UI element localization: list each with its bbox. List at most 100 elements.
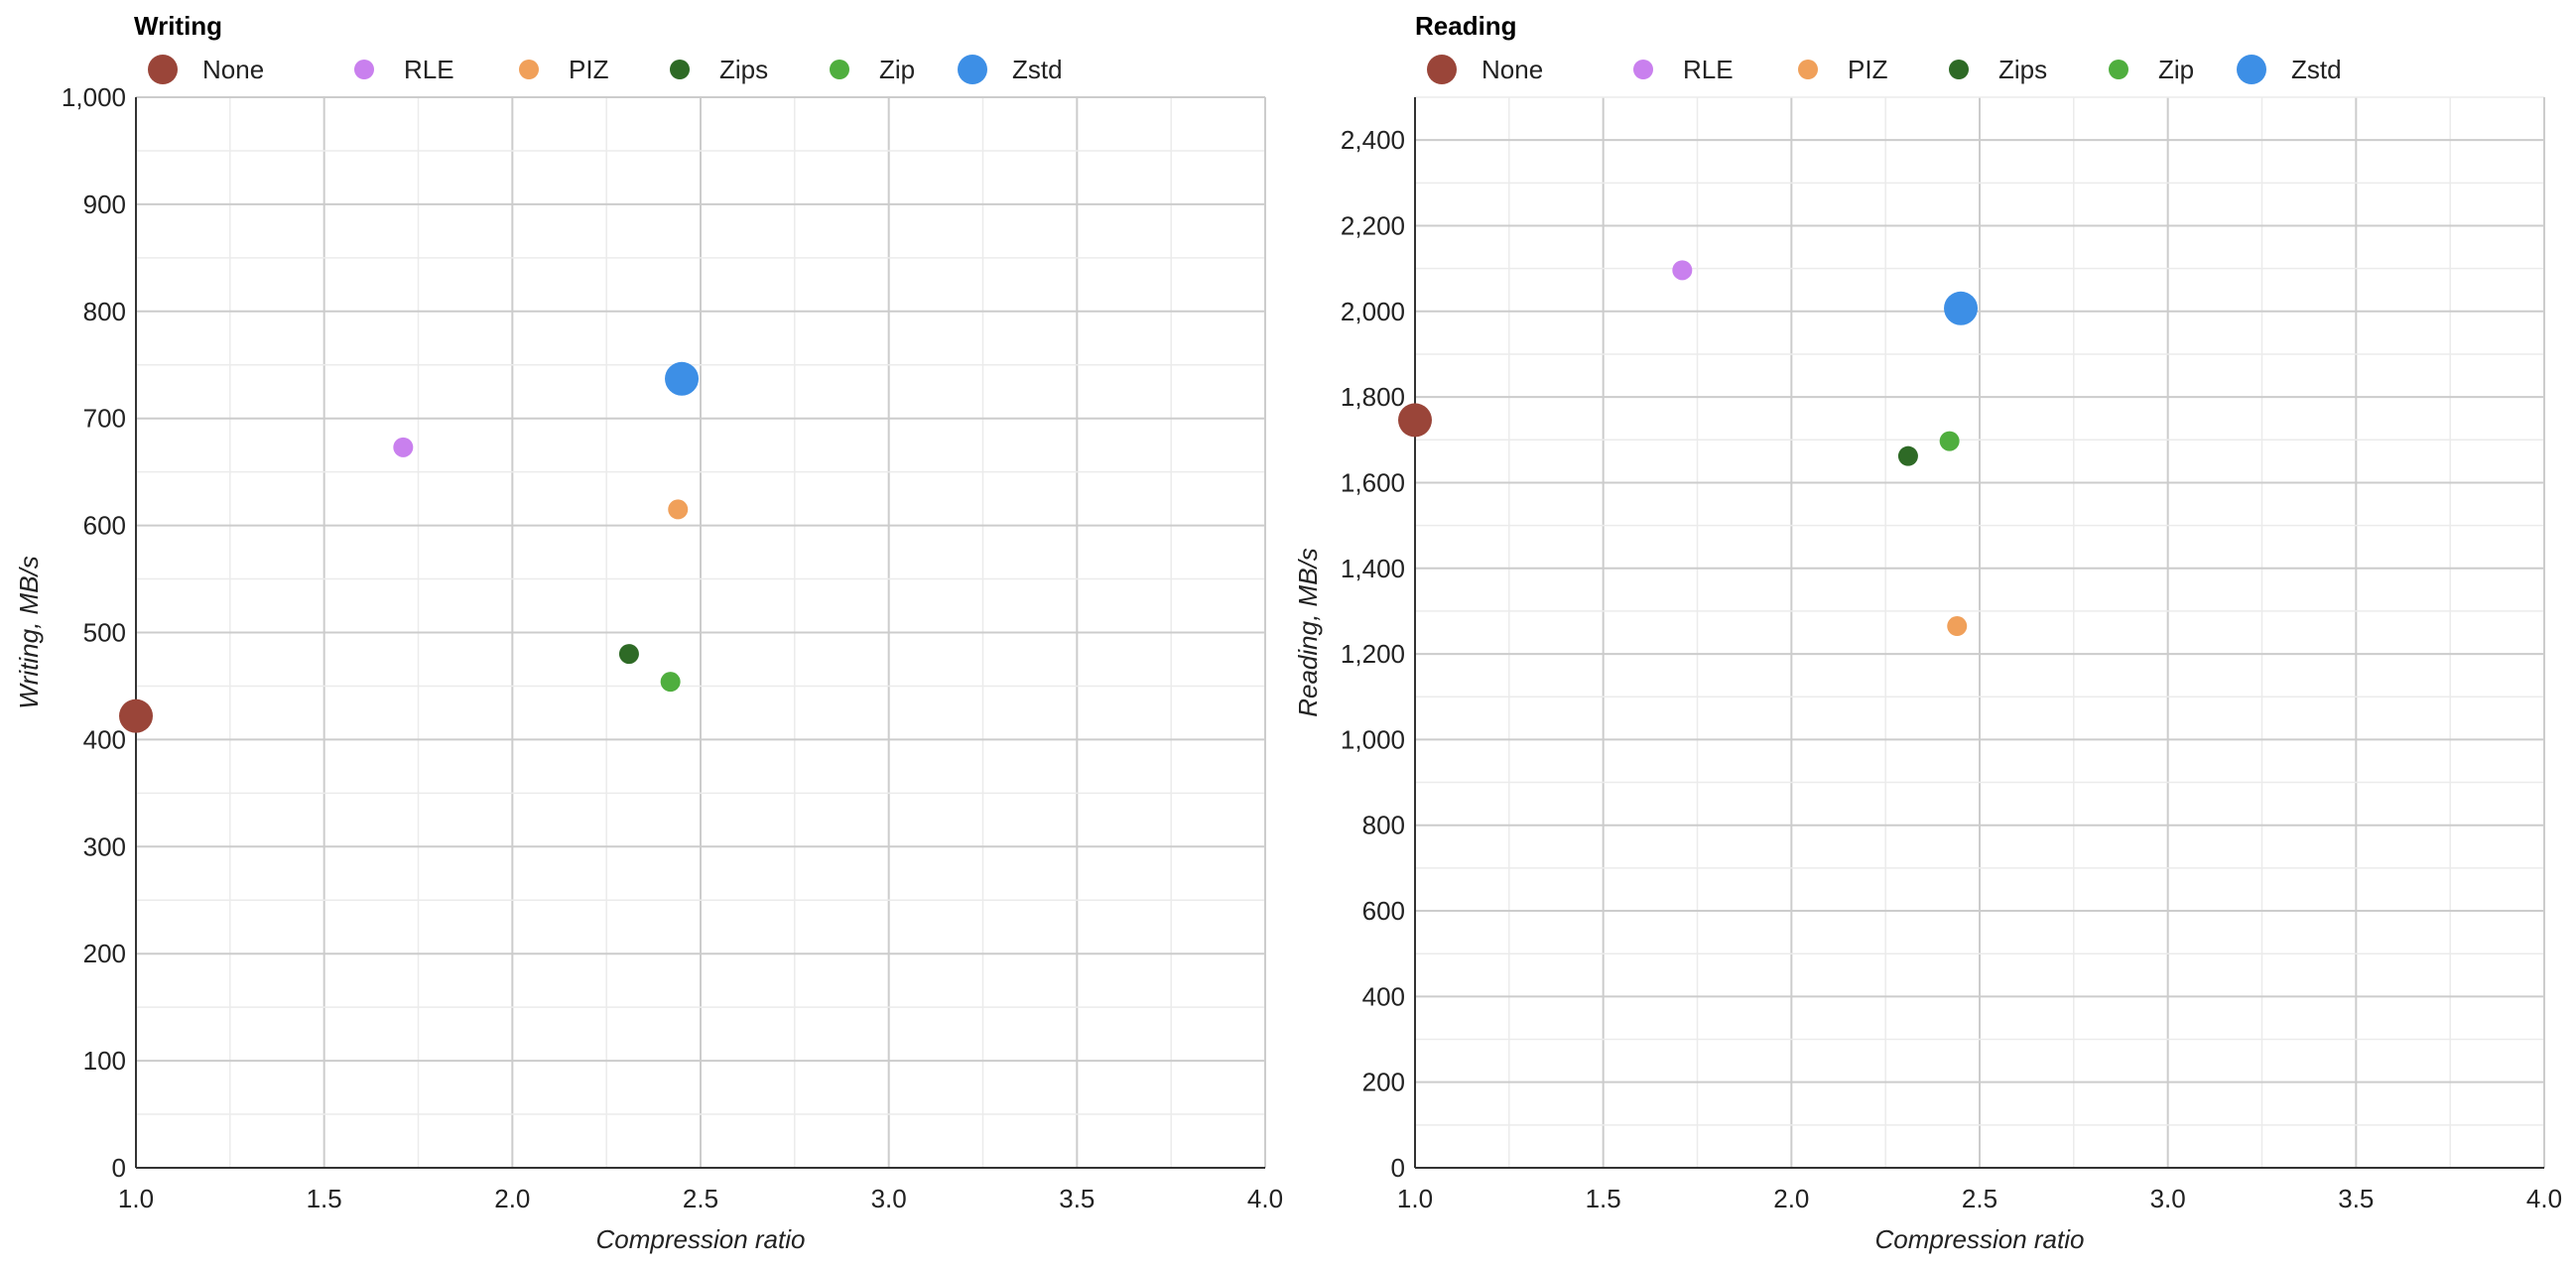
legend-item[interactable]: None (1427, 55, 1543, 84)
legend-marker (148, 55, 178, 84)
legend-marker (2237, 55, 2266, 84)
y-tick-label: 600 (1362, 896, 1405, 926)
x-tick-label: 1.0 (1397, 1184, 1433, 1213)
x-tick-label: 4.0 (2526, 1184, 2562, 1213)
x-tick-label: 1.5 (1586, 1184, 1621, 1213)
y-tick-label: 2,400 (1341, 125, 1405, 155)
legend-label: RLE (404, 55, 454, 84)
legend: None RLE PIZ Zips Zip Zstd (1427, 55, 2342, 84)
y-tick-label: 1,400 (1341, 554, 1405, 583)
y-tick-label: 1,600 (1341, 467, 1405, 497)
chart-title: Reading (1415, 11, 1517, 41)
y-tick-label: 200 (83, 939, 126, 968)
legend-marker (670, 60, 690, 79)
y-tick-label: 600 (83, 511, 126, 541)
x-tick-label: 1.5 (307, 1184, 342, 1213)
legend-marker (1427, 55, 1457, 84)
data-points (119, 361, 700, 733)
legend-label: Zstd (2291, 55, 2342, 84)
legend-item[interactable]: Zip (2109, 55, 2194, 84)
legend-marker (1633, 60, 1653, 79)
x-tick-label: 3.0 (2150, 1184, 2186, 1213)
x-tick-label: 3.5 (1059, 1184, 1095, 1213)
legend-item[interactable]: RLE (1633, 55, 1734, 84)
legend-marker (354, 60, 374, 79)
x-tick-label: 2.5 (1962, 1184, 1997, 1213)
gridlines (136, 96, 1266, 1168)
point-none[interactable] (1398, 403, 1432, 438)
legend-label: PIZ (1848, 55, 1888, 84)
y-axis-label: Reading, MB/s (1293, 548, 1323, 717)
legend-item[interactable]: Zstd (958, 55, 1063, 84)
chart-panel-reading: 1.0 1.5 2.0 2.5 3.0 3.5 4.0 0 200 400 600 800 1,000 1… (1293, 11, 2562, 1254)
y-tick-label: 800 (1362, 811, 1405, 840)
x-tick-label: 1.0 (118, 1184, 154, 1213)
x-tick-label: 4.0 (1247, 1184, 1283, 1213)
legend-label: Zip (2158, 55, 2194, 84)
y-tick-label: 1,000 (1341, 724, 1405, 754)
x-axis-label: Compression ratio (1875, 1224, 2085, 1254)
legend-marker (1798, 60, 1818, 79)
y-axis-label: Writing, MB/s (14, 556, 44, 709)
legend-marker (2109, 60, 2128, 79)
y-tick-label: 500 (83, 618, 126, 648)
gridlines (1415, 96, 2545, 1168)
x-tick-label: 2.5 (683, 1184, 718, 1213)
legend-label: Zips (719, 55, 768, 84)
legend-item[interactable]: Zips (670, 55, 768, 84)
y-tick-label: 400 (1362, 981, 1405, 1011)
x-tick-label: 2.0 (1773, 1184, 1809, 1213)
point-zip[interactable] (1939, 431, 1960, 451)
legend-label: None (202, 55, 264, 84)
y-tick-label: 200 (1362, 1068, 1405, 1097)
x-tick-label: 2.0 (494, 1184, 530, 1213)
data-points (1398, 260, 1979, 637)
legend-item[interactable]: PIZ (519, 55, 609, 84)
legend-item[interactable]: None (148, 55, 264, 84)
y-tick-label: 0 (112, 1153, 126, 1183)
x-axis-label: Compression ratio (596, 1224, 806, 1254)
y-tick-label: 2,200 (1341, 210, 1405, 240)
point-piz[interactable] (668, 499, 689, 520)
legend-label: Zip (879, 55, 915, 84)
point-zips[interactable] (618, 644, 639, 665)
y-tick-label: 900 (83, 190, 126, 219)
legend-item[interactable]: PIZ (1798, 55, 1888, 84)
legend-label: RLE (1683, 55, 1734, 84)
y-tick-label: 100 (83, 1046, 126, 1076)
y-tick-label: 1,000 (62, 82, 126, 112)
legend-label: None (1481, 55, 1543, 84)
point-zip[interactable] (660, 672, 681, 693)
legend-item[interactable]: Zstd (2237, 55, 2342, 84)
legend: None RLE PIZ Zips Zip Zstd (148, 55, 1063, 84)
x-tick-label: 3.0 (871, 1184, 907, 1213)
legend-label: Zips (1998, 55, 2047, 84)
point-rle[interactable] (393, 437, 414, 457)
point-piz[interactable] (1947, 616, 1968, 637)
y-tick-label: 700 (83, 404, 126, 434)
y-tick-label: 2,000 (1341, 297, 1405, 326)
point-zstd[interactable] (665, 361, 700, 396)
point-rle[interactable] (1672, 260, 1693, 281)
legend-marker (958, 55, 987, 84)
legend-marker (1949, 60, 1969, 79)
y-tick-label: 0 (1391, 1153, 1405, 1183)
y-tick-label: 300 (83, 831, 126, 861)
legend-marker (519, 60, 539, 79)
legend-marker (830, 60, 849, 79)
y-tick-label: 800 (83, 297, 126, 326)
point-none[interactable] (119, 698, 153, 733)
legend-label: PIZ (569, 55, 609, 84)
y-tick-label: 1,200 (1341, 639, 1405, 669)
legend-item[interactable]: RLE (354, 55, 454, 84)
legend-label: Zstd (1012, 55, 1063, 84)
y-tick-label: 1,800 (1341, 382, 1405, 412)
chart-title: Writing (134, 11, 222, 41)
legend-item[interactable]: Zip (830, 55, 915, 84)
chart-panel-writing: 1.0 1.5 2.0 2.5 3.0 3.5 4.0 0 100 200 300 400 500 600… (14, 11, 1283, 1254)
point-zstd[interactable] (1944, 291, 1979, 325)
point-zips[interactable] (1897, 445, 1918, 466)
legend-item[interactable]: Zips (1949, 55, 2047, 84)
y-tick-label: 400 (83, 724, 126, 754)
